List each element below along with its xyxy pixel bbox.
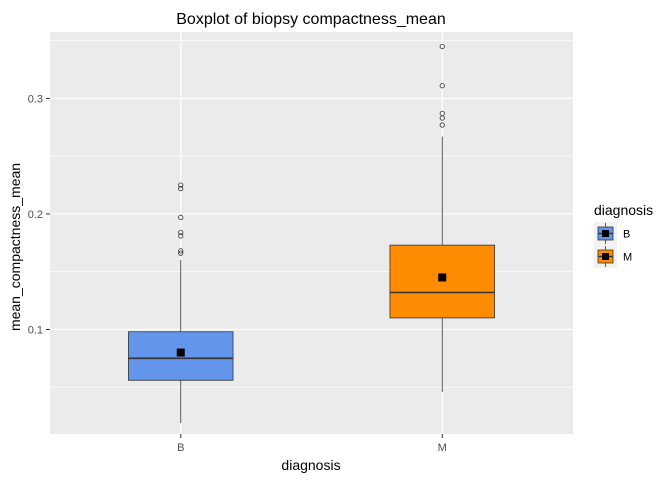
- legend-key-mean: [602, 253, 609, 260]
- box-iqr: [389, 244, 495, 319]
- box-M: [389, 43, 495, 392]
- x-tick-label: M: [438, 442, 447, 454]
- y-axis-label: mean_compactness_mean: [7, 163, 23, 331]
- legend-entry-M: M: [594, 245, 632, 268]
- boxes-layer: [128, 43, 495, 424]
- legend-label: M: [623, 252, 632, 264]
- outlier-point: [178, 248, 184, 254]
- mean-marker: [438, 273, 447, 282]
- x-axis-label: diagnosis: [281, 457, 340, 473]
- y-tick-label: 0.3: [28, 93, 43, 105]
- outlier-point: [178, 182, 184, 188]
- x-tick-label: B: [177, 442, 184, 454]
- outlier-point: [178, 214, 184, 221]
- chart-title: Boxplot of biopsy compactness_mean: [176, 11, 445, 28]
- outlier-point: [178, 185, 184, 192]
- outlier-point: [439, 43, 445, 50]
- outlier-point: [178, 250, 184, 256]
- legend-label: B: [623, 229, 630, 241]
- y-tick-label: 0.2: [28, 209, 43, 221]
- legend-title: diagnosis: [594, 202, 653, 218]
- mean-marker: [176, 348, 185, 357]
- grid-minor: [50, 40, 573, 388]
- y-tick-label: 0.1: [28, 324, 43, 336]
- outlier-point: [439, 115, 445, 121]
- legend-entry-B: B: [594, 222, 630, 245]
- outlier-point: [439, 83, 445, 89]
- legend: diagnosis BM: [594, 202, 653, 268]
- y-axis: 0.1 0.2 0.3: [28, 93, 50, 336]
- outlier-point: [439, 122, 445, 128]
- box-B: [128, 182, 234, 424]
- legend-key-mean: [602, 230, 609, 237]
- outlier-point: [178, 229, 184, 236]
- outlier-point: [178, 233, 184, 239]
